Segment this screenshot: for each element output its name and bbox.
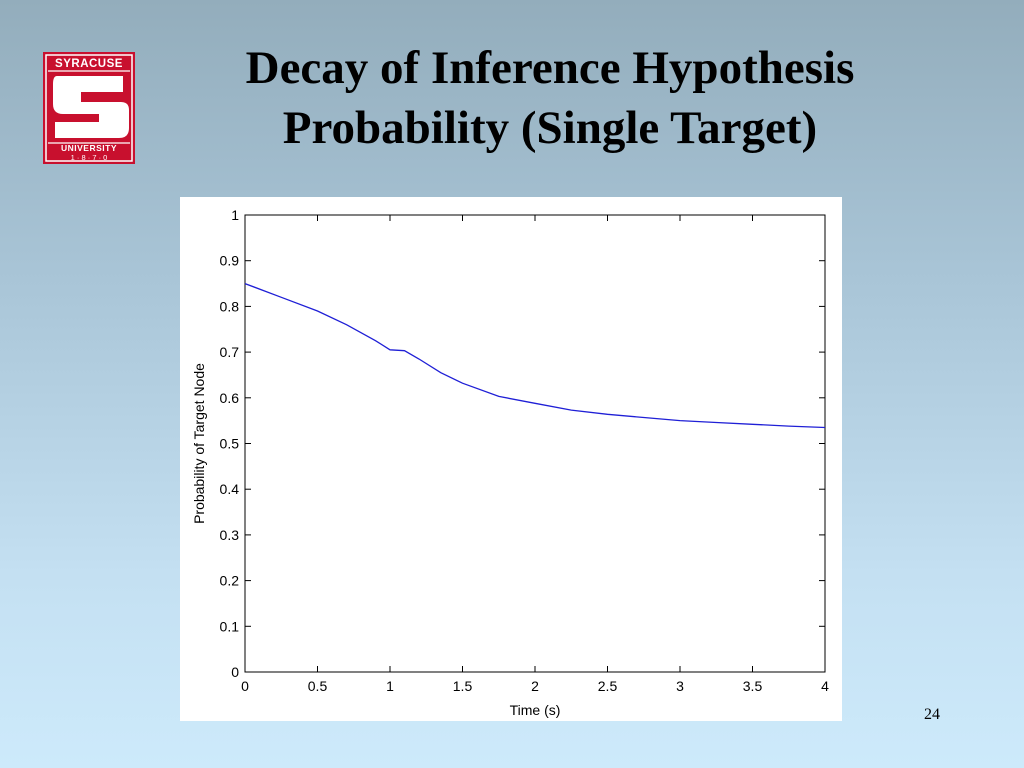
logo-s-glyph xyxy=(53,76,129,138)
y-tick-label: 0.9 xyxy=(220,253,240,269)
x-tick-label: 3.5 xyxy=(743,678,763,694)
y-tick-label: 1 xyxy=(231,207,239,223)
plot-area xyxy=(244,214,826,673)
y-axis-ticks: 0 0.1 0.2 0.3 0.4 0.5 0.6 0.7 0.8 0.9 1 xyxy=(220,207,825,680)
syracuse-university-logo: SYRACUSE UNIVERSITY 1 · 8 · 7 · 0 xyxy=(43,52,135,164)
series-line-probability xyxy=(244,282,826,429)
page-number: 24 xyxy=(924,706,940,723)
y-tick-label: 0 xyxy=(231,664,239,680)
slide-title-line-2: Probability (Single Target) xyxy=(282,102,818,154)
slide-title: Decay of Inference Hypothesis Probabilit… xyxy=(150,38,950,158)
y-tick-label: 0.6 xyxy=(220,390,240,406)
series-layer xyxy=(244,282,826,429)
y-tick-label: 0.1 xyxy=(220,618,240,634)
y-tick-label: 0.7 xyxy=(220,344,240,360)
x-tick-label: 2.5 xyxy=(598,678,618,694)
slide-title-line-1: Decay of Inference Hypothesis xyxy=(245,42,855,94)
x-tick-label: 3 xyxy=(676,678,684,694)
x-axis-ticks: 0 0.5 1 1.5 2 2.5 3 3.5 4 xyxy=(241,215,829,694)
x-tick-label: 2 xyxy=(531,678,539,694)
y-tick-label: 0.2 xyxy=(220,573,240,589)
x-tick-label: 1 xyxy=(386,678,394,694)
y-tick-label: 0.8 xyxy=(220,298,240,314)
y-tick-label: 0.4 xyxy=(220,481,240,497)
x-tick-label: 4 xyxy=(821,678,829,694)
logo-year-text: 1 · 8 · 7 · 0 xyxy=(71,153,108,162)
x-tick-label: 0 xyxy=(241,678,249,694)
x-tick-label: 1.5 xyxy=(453,678,473,694)
x-axis-label: Time (s) xyxy=(510,702,561,718)
x-tick-label: 0.5 xyxy=(308,678,328,694)
logo-border xyxy=(45,54,133,162)
probability-decay-chart: 0 0.5 1 1.5 2 2.5 3 3.5 4 0 0.1 0.2 0.3 0.4 0.5 0.6 0.7… xyxy=(191,207,829,718)
y-tick-label: 0.5 xyxy=(220,436,240,452)
logo-bottom-text: UNIVERSITY xyxy=(61,143,117,153)
y-tick-label: 0.3 xyxy=(220,527,240,543)
y-axis-label: Probability of Target Node xyxy=(191,363,207,524)
logo-top-text: SYRACUSE xyxy=(55,58,123,70)
chart-panel: 0 0.5 1 1.5 2 2.5 3 3.5 4 0 0.1 0.2 0.3 0.4 0.5 0.6 0.7… xyxy=(180,197,842,721)
